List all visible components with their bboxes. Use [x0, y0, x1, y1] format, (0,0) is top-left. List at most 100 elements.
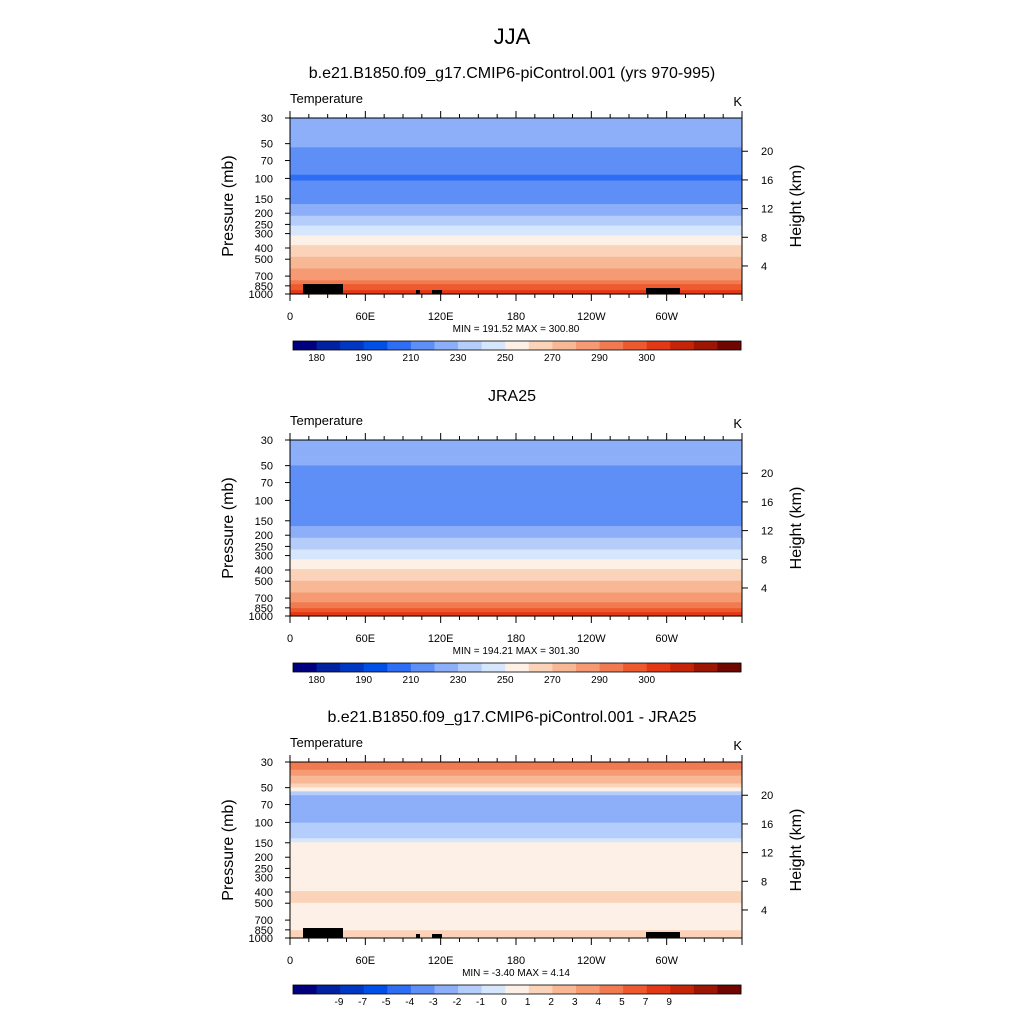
contour-band	[290, 484, 742, 488]
contour-band	[290, 881, 742, 884]
colorbar-box	[481, 985, 506, 994]
colorbar-box	[316, 985, 341, 994]
x-tick-label: 60W	[655, 311, 678, 323]
contour-band	[290, 264, 742, 268]
contour-band	[290, 494, 742, 498]
y-tick-label: 250	[255, 863, 273, 875]
y-tick-label: 70	[261, 800, 273, 812]
y-tick-label: 1000	[249, 289, 273, 301]
contour-band	[290, 159, 742, 162]
colorbar-box	[528, 985, 553, 994]
colorbar-frame	[292, 984, 742, 995]
contour-band	[290, 459, 742, 463]
colorbar-box	[293, 985, 317, 994]
contour-band	[290, 572, 742, 576]
contour-band	[290, 883, 742, 886]
colorbar-label: -7	[358, 997, 367, 1008]
colorbar-box	[575, 341, 600, 350]
variable-label: Temperature	[290, 91, 363, 106]
contour-band	[290, 600, 742, 603]
contour-band	[290, 853, 742, 857]
x-tick-label: 120E	[428, 633, 454, 645]
colorbar-box	[458, 663, 483, 672]
contour-band	[290, 850, 742, 853]
contour-band	[290, 133, 742, 137]
contour-band	[290, 602, 742, 605]
x-tick-label: 180	[507, 633, 525, 645]
y-tick-label: 1000	[249, 611, 273, 623]
contour-band	[290, 139, 742, 143]
contour-band	[290, 576, 742, 580]
contour-band	[290, 594, 742, 598]
contour-band	[290, 508, 742, 511]
contour-band	[290, 184, 742, 188]
contour-band	[290, 451, 742, 455]
contour-band	[290, 278, 742, 281]
colorbar-label: 0	[501, 997, 507, 1008]
y-tick-label: 100	[255, 173, 273, 185]
colorbar-label: 210	[403, 675, 420, 686]
contour-band	[290, 771, 742, 775]
colorbar-box	[458, 985, 483, 994]
colorbar-box	[481, 341, 506, 350]
contour-band	[290, 859, 742, 863]
colorbar-box	[293, 663, 317, 672]
contour-band	[290, 235, 742, 238]
contour-band	[290, 127, 742, 131]
units-label: K	[733, 94, 742, 109]
y-axis-title: Pressure (mb)	[220, 155, 237, 256]
colorbar-box	[293, 341, 317, 350]
contour-band	[290, 893, 742, 896]
contour-band	[290, 535, 742, 539]
contour-band	[290, 180, 742, 184]
min-max-text: MIN = -3.40 MAX = 4.14	[462, 968, 570, 979]
colorbar-box	[316, 663, 341, 672]
contour-band	[290, 777, 742, 781]
contour-band	[290, 227, 742, 231]
colorbar-box	[646, 985, 671, 994]
topography-mask	[432, 934, 442, 938]
colorbar-box	[434, 341, 459, 350]
colorbar-box	[410, 985, 435, 994]
contour-band	[290, 198, 742, 201]
contour-band	[290, 486, 742, 490]
contour-band	[290, 526, 742, 529]
contour-band	[290, 604, 742, 607]
x-tick-label: 0	[287, 311, 293, 323]
colorbar-box	[693, 985, 718, 994]
contour-band	[290, 488, 742, 492]
units-label: K	[733, 416, 742, 431]
x-tick-label: 120W	[577, 633, 606, 645]
y-tick-label: 250	[255, 541, 273, 553]
contour-band	[290, 547, 742, 551]
contour-band	[290, 818, 742, 822]
contour-band	[290, 808, 742, 812]
colorbar-box	[670, 341, 695, 350]
colorbar-box	[528, 663, 553, 672]
colorbar-box	[646, 663, 671, 672]
colorbar-label: 4	[596, 997, 602, 1008]
y2-tick-label: 8	[761, 232, 767, 244]
contour-band	[290, 188, 742, 191]
contour-band	[290, 806, 742, 810]
min-max-text: MIN = 191.52 MAX = 300.80	[453, 324, 580, 335]
y-tick-label: 400	[255, 565, 273, 577]
colorbar-box	[575, 663, 600, 672]
contour-band	[290, 118, 742, 121]
colorbar-label: 210	[403, 353, 420, 364]
contour-band	[290, 121, 742, 125]
contour-band	[290, 461, 742, 465]
x-tick-label: 60W	[655, 955, 678, 967]
colorbar-box	[340, 985, 365, 994]
contour-band	[290, 529, 742, 533]
colorbar-label: 7	[643, 997, 649, 1008]
contour-band	[290, 586, 742, 590]
contour-band	[290, 608, 742, 611]
contour-band	[290, 561, 742, 564]
contour-band	[290, 904, 742, 908]
colorbar-label: 270	[544, 675, 561, 686]
topography-mask	[432, 290, 442, 294]
variable-label: Temperature	[290, 735, 363, 750]
contour-band	[290, 149, 742, 152]
